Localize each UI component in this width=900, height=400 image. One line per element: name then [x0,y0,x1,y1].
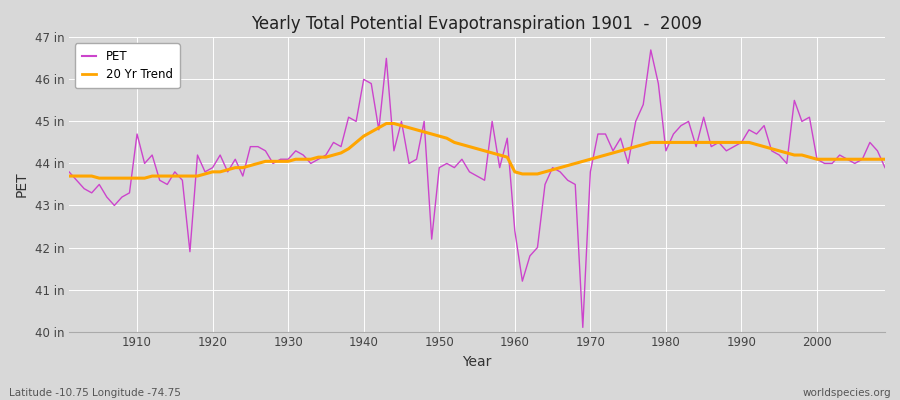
Y-axis label: PET: PET [15,172,29,197]
Legend: PET, 20 Yr Trend: PET, 20 Yr Trend [75,43,180,88]
X-axis label: Year: Year [463,355,491,369]
Text: Latitude -10.75 Longitude -74.75: Latitude -10.75 Longitude -74.75 [9,388,181,398]
Title: Yearly Total Potential Evapotranspiration 1901  -  2009: Yearly Total Potential Evapotranspiratio… [251,15,703,33]
Text: worldspecies.org: worldspecies.org [803,388,891,398]
